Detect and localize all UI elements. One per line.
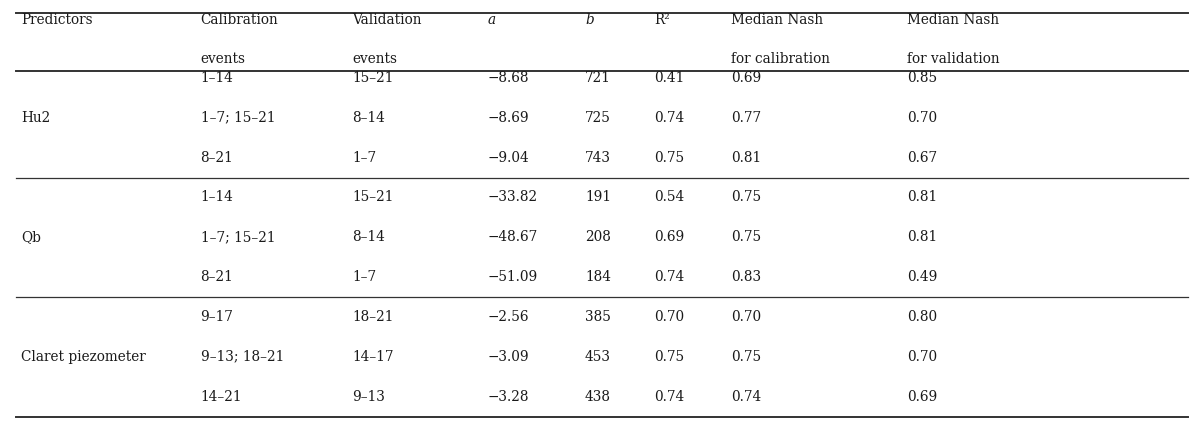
Text: 0.81: 0.81 xyxy=(907,191,937,204)
Text: 14–17: 14–17 xyxy=(352,350,394,364)
Text: 453: 453 xyxy=(585,350,611,364)
Text: 0.83: 0.83 xyxy=(731,270,761,284)
Text: events: events xyxy=(201,52,246,66)
Text: 0.69: 0.69 xyxy=(654,230,684,244)
Text: 1–7; 15–21: 1–7; 15–21 xyxy=(201,111,275,125)
Text: 0.81: 0.81 xyxy=(907,230,937,244)
Text: −33.82: −33.82 xyxy=(487,191,537,204)
Text: 0.70: 0.70 xyxy=(654,310,684,324)
Text: 208: 208 xyxy=(585,230,611,244)
Text: −3.09: −3.09 xyxy=(487,350,529,364)
Text: 438: 438 xyxy=(585,390,611,404)
Text: 0.69: 0.69 xyxy=(731,71,761,85)
Text: −9.04: −9.04 xyxy=(487,151,529,165)
Text: Claret piezometer: Claret piezometer xyxy=(21,350,146,364)
Text: 0.74: 0.74 xyxy=(654,111,684,125)
Text: 721: 721 xyxy=(585,71,611,85)
Text: 9–13: 9–13 xyxy=(352,390,386,404)
Text: 15–21: 15–21 xyxy=(352,71,394,85)
Text: 9–13; 18–21: 9–13; 18–21 xyxy=(201,350,284,364)
Text: 15–21: 15–21 xyxy=(352,191,394,204)
Text: 743: 743 xyxy=(585,151,611,165)
Text: 0.67: 0.67 xyxy=(907,151,937,165)
Text: 0.75: 0.75 xyxy=(731,230,761,244)
Text: R²: R² xyxy=(654,13,670,27)
Text: for calibration: for calibration xyxy=(731,52,830,66)
Text: 0.75: 0.75 xyxy=(654,350,684,364)
Text: −48.67: −48.67 xyxy=(487,230,537,244)
Text: 0.75: 0.75 xyxy=(731,191,761,204)
Text: Median Nash: Median Nash xyxy=(731,13,823,27)
Text: 0.74: 0.74 xyxy=(654,390,684,404)
Text: 0.70: 0.70 xyxy=(731,310,761,324)
Text: a: a xyxy=(487,13,496,27)
Text: 18–21: 18–21 xyxy=(352,310,394,324)
Text: Median Nash: Median Nash xyxy=(907,13,999,27)
Text: Qb: Qb xyxy=(21,230,42,244)
Text: events: events xyxy=(352,52,398,66)
Text: −3.28: −3.28 xyxy=(487,390,529,404)
Text: 1–7: 1–7 xyxy=(352,151,376,165)
Text: 8–21: 8–21 xyxy=(201,270,233,284)
Text: for validation: for validation xyxy=(907,52,1001,66)
Text: 0.70: 0.70 xyxy=(907,111,937,125)
Text: 0.75: 0.75 xyxy=(654,151,684,165)
Text: 0.81: 0.81 xyxy=(731,151,761,165)
Text: 1–14: 1–14 xyxy=(201,71,234,85)
Text: 0.77: 0.77 xyxy=(731,111,761,125)
Text: 0.85: 0.85 xyxy=(907,71,937,85)
Text: 0.70: 0.70 xyxy=(907,350,937,364)
Text: Predictors: Predictors xyxy=(21,13,93,27)
Text: 0.75: 0.75 xyxy=(731,350,761,364)
Text: 191: 191 xyxy=(585,191,611,204)
Text: −8.69: −8.69 xyxy=(487,111,529,125)
Text: 184: 184 xyxy=(585,270,611,284)
Text: 385: 385 xyxy=(585,310,611,324)
Text: 14–21: 14–21 xyxy=(201,390,242,404)
Text: −8.68: −8.68 xyxy=(487,71,529,85)
Text: 725: 725 xyxy=(585,111,611,125)
Text: Calibration: Calibration xyxy=(201,13,278,27)
Text: 9–17: 9–17 xyxy=(201,310,234,324)
Text: 8–14: 8–14 xyxy=(352,111,386,125)
Text: Hu2: Hu2 xyxy=(21,111,50,125)
Text: 0.41: 0.41 xyxy=(654,71,684,85)
Text: 8–14: 8–14 xyxy=(352,230,386,244)
Text: 0.74: 0.74 xyxy=(731,390,761,404)
Text: 1–7; 15–21: 1–7; 15–21 xyxy=(201,230,275,244)
Text: 1–7: 1–7 xyxy=(352,270,376,284)
Text: −2.56: −2.56 xyxy=(487,310,529,324)
Text: 0.54: 0.54 xyxy=(654,191,684,204)
Text: Validation: Validation xyxy=(352,13,421,27)
Text: 0.49: 0.49 xyxy=(907,270,937,284)
Text: −51.09: −51.09 xyxy=(487,270,537,284)
Text: 8–21: 8–21 xyxy=(201,151,233,165)
Text: 0.74: 0.74 xyxy=(654,270,684,284)
Text: 0.80: 0.80 xyxy=(907,310,937,324)
Text: b: b xyxy=(585,13,593,27)
Text: 1–14: 1–14 xyxy=(201,191,234,204)
Text: 0.69: 0.69 xyxy=(907,390,937,404)
